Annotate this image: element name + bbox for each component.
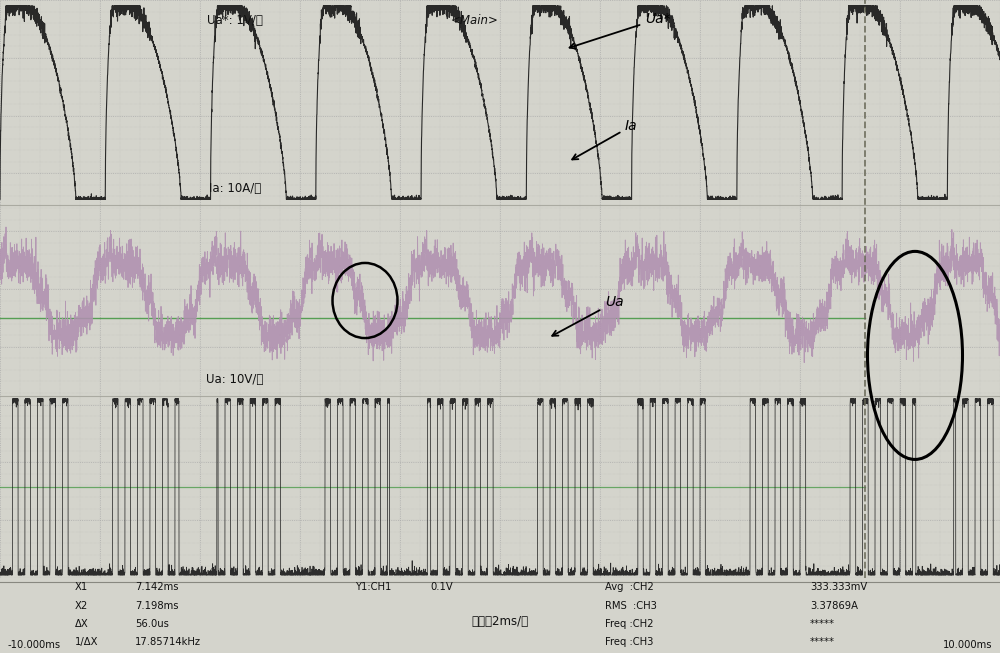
Text: Ua: 10V/格: Ua: 10V/格: [206, 373, 264, 386]
Text: 17.85714kHz: 17.85714kHz: [135, 637, 201, 648]
Text: <Main>: <Main>: [451, 14, 499, 27]
Text: Ia: Ia: [572, 119, 638, 159]
Text: Ua*: Ua*: [570, 12, 671, 48]
Text: ΔX: ΔX: [75, 620, 89, 629]
Text: 10.000ms: 10.000ms: [942, 641, 992, 650]
Text: Y1:CH1: Y1:CH1: [355, 582, 391, 592]
Text: RMS  :CH3: RMS :CH3: [605, 601, 657, 611]
Text: Ia: 10A/格: Ia: 10A/格: [209, 182, 261, 195]
Text: 3.37869A: 3.37869A: [810, 601, 858, 611]
Text: Freq :CH3: Freq :CH3: [605, 637, 653, 648]
Text: Ua*: 1V/格: Ua*: 1V/格: [207, 14, 263, 27]
Text: X1: X1: [75, 582, 88, 592]
Text: Ua: Ua: [552, 295, 624, 336]
Text: 7.142ms: 7.142ms: [135, 582, 178, 592]
Text: *****: *****: [810, 637, 835, 648]
Text: 时间：2ms/格: 时间：2ms/格: [471, 615, 529, 628]
Text: 1/ΔX: 1/ΔX: [75, 637, 98, 648]
Text: -10.000ms: -10.000ms: [8, 641, 61, 650]
Text: Avg  :CH2: Avg :CH2: [605, 582, 654, 592]
Text: Freq :CH2: Freq :CH2: [605, 620, 654, 629]
Text: 0.1V: 0.1V: [430, 582, 453, 592]
Text: 7.198ms: 7.198ms: [135, 601, 178, 611]
Text: X2: X2: [75, 601, 88, 611]
Text: 333.333mV: 333.333mV: [810, 582, 867, 592]
Text: 56.0us: 56.0us: [135, 620, 169, 629]
Text: *****: *****: [810, 620, 835, 629]
